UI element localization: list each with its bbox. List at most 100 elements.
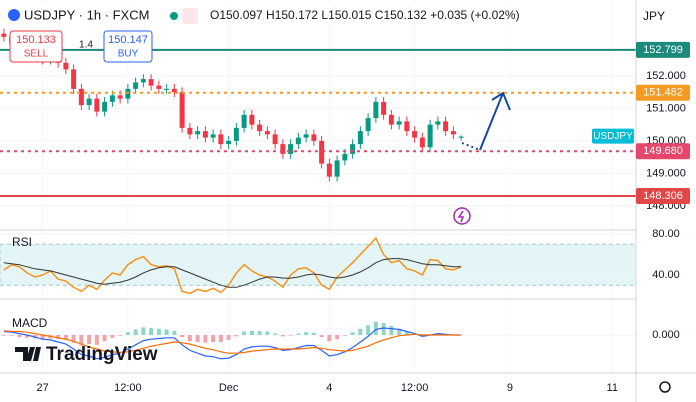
candle-body [419, 137, 425, 148]
histogram-bar [249, 330, 254, 335]
candle-body [280, 144, 286, 154]
histogram-bar [304, 332, 309, 335]
histogram-bar [195, 335, 200, 342]
candle-body [412, 131, 418, 138]
candle-body [156, 85, 162, 89]
candle-body [94, 98, 100, 112]
price-level-tag [636, 143, 690, 160]
x-tick-label: 12:00 [401, 382, 429, 394]
symbol-tag-bg [592, 128, 634, 144]
histogram-bar [187, 335, 192, 342]
histogram-bar [133, 329, 138, 335]
sell-label: SELL [24, 49, 49, 60]
price-level-tag [636, 84, 690, 101]
sell-price: 150.133 [16, 34, 56, 46]
histogram-bar [335, 335, 340, 340]
histogram-bar [180, 335, 185, 338]
plot-area [0, 28, 637, 360]
header-bg [0, 4, 460, 26]
status-icon [182, 8, 198, 24]
candle-body [326, 163, 332, 177]
symbol-flag [8, 9, 20, 21]
candle-body [140, 79, 146, 83]
candle-body [233, 127, 239, 141]
histogram-bar [342, 335, 347, 336]
candle-body [443, 121, 449, 132]
symbol[interactable]: USDJPY · 1h · FXCM [24, 7, 149, 22]
histogram-bar [172, 330, 177, 335]
x-tick-label: 12:00 [114, 382, 142, 394]
candle-body [71, 69, 77, 89]
x-tick-label: 27 [36, 382, 48, 394]
x-tick-label: Dec [219, 382, 239, 394]
price-level-label: 151.482 [643, 87, 683, 99]
candle-body [295, 137, 301, 145]
candle-body [63, 62, 69, 70]
histogram-bar [350, 332, 355, 335]
symbol-tag: USDJPY [593, 131, 633, 142]
indicator-line [3, 236, 462, 295]
candle-body [117, 95, 123, 99]
candle-body [381, 101, 387, 115]
currency[interactable]: JPY [643, 9, 665, 23]
sell-button[interactable] [9, 30, 63, 63]
histogram-bar [203, 335, 208, 343]
candle-body [102, 101, 108, 112]
brand-logo [15, 347, 41, 361]
buy-button[interactable] [103, 30, 153, 63]
candle-body [133, 82, 139, 89]
histogram-bar [226, 335, 231, 340]
histogram-bar [373, 321, 378, 335]
histogram-bar [9, 335, 14, 336]
histogram-bar [211, 335, 216, 342]
histogram-bar [381, 323, 386, 335]
histogram-bar [94, 335, 99, 345]
indicator-line [3, 258, 462, 288]
histogram-bar [141, 327, 146, 335]
buy-label: BUY [118, 49, 139, 60]
buy-price: 150.147 [108, 34, 148, 46]
histogram-bar [17, 335, 22, 338]
alert-bolt [457, 210, 465, 223]
y-tick-label: 151.000 [646, 102, 686, 114]
alert-icon[interactable] [453, 207, 471, 225]
y-tick-label: 0.000 [652, 329, 680, 341]
histogram-bar [397, 328, 402, 335]
histogram-bar [1, 335, 6, 336]
indicator-line [3, 327, 462, 360]
histogram-bar [40, 335, 45, 340]
candle-body [257, 124, 263, 132]
candle-body [288, 144, 294, 154]
histogram-bar [358, 328, 363, 335]
candle-body [264, 131, 270, 135]
histogram-bar [164, 329, 169, 335]
x-tick-label: 9 [507, 382, 513, 394]
candle-body [311, 134, 317, 141]
histogram-bar [125, 332, 130, 335]
histogram-bar [288, 335, 293, 336]
forecast-arrow[interactable] [479, 91, 511, 151]
x-tick-label: 11 [607, 382, 618, 394]
candle-body [187, 127, 193, 135]
histogram-bar [311, 332, 316, 335]
settings-icon[interactable] [659, 381, 671, 393]
candle-body [109, 95, 115, 102]
candle-body [241, 114, 247, 128]
candle-body [164, 88, 170, 90]
candle-body [148, 79, 154, 86]
histogram-bar [257, 330, 262, 335]
price-level-label: 152.799 [643, 44, 683, 56]
histogram-bar [327, 335, 332, 342]
candle-body [210, 134, 216, 138]
histogram-bar [110, 335, 115, 338]
forecast-dotted [461, 142, 481, 151]
candle-body [303, 134, 309, 138]
candle-body [78, 88, 84, 106]
histogram-bar [435, 333, 440, 335]
candle-body [202, 131, 208, 138]
candle-body [458, 136, 464, 138]
histogram-bar [366, 325, 371, 335]
candle-body [125, 88, 131, 99]
histogram-bar [118, 335, 123, 336]
candle-body [365, 118, 371, 132]
